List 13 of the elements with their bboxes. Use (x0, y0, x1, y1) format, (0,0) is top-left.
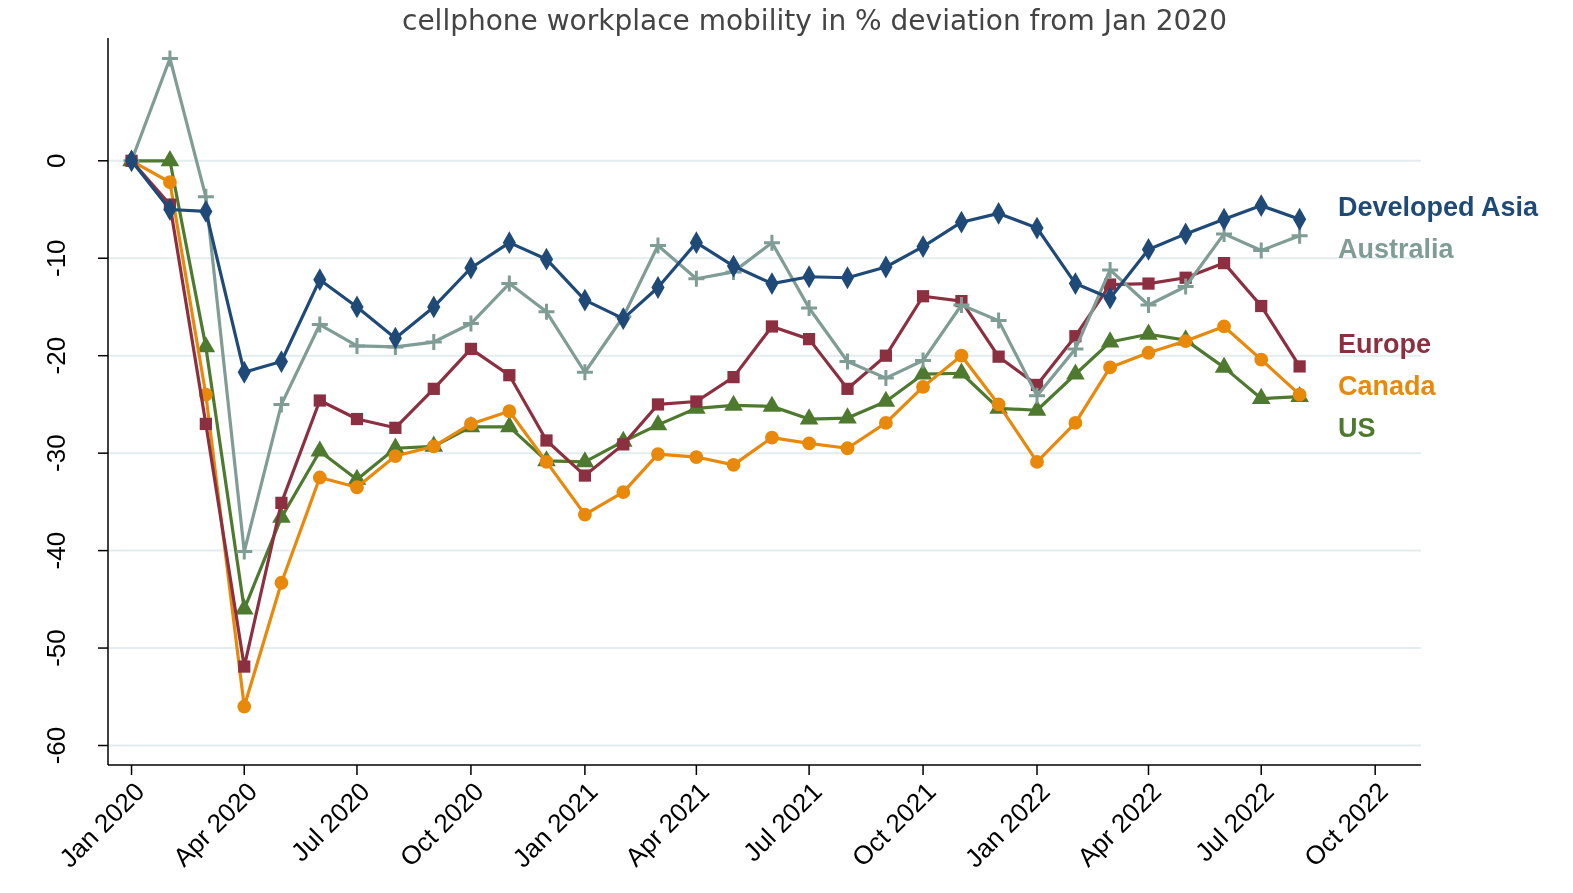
y-tick-label: 0 (41, 153, 71, 169)
y-tick-label: -10 (41, 239, 71, 278)
series-label: Australia (1338, 233, 1455, 264)
series-label: Developed Asia (1338, 191, 1540, 222)
y-tick-label: -30 (41, 434, 71, 472)
series-label: US (1338, 412, 1376, 443)
chart-title: cellphone workplace mobility in % deviation from Jan 2020 (401, 4, 1228, 37)
y-tick-label: -60 (41, 726, 71, 765)
y-tick-label: -20 (41, 336, 71, 375)
series-label: Canada (1338, 370, 1437, 401)
y-tick-label: -40 (41, 531, 71, 570)
y-tick-label: -50 (41, 629, 71, 667)
series-label: Europe (1338, 328, 1432, 359)
